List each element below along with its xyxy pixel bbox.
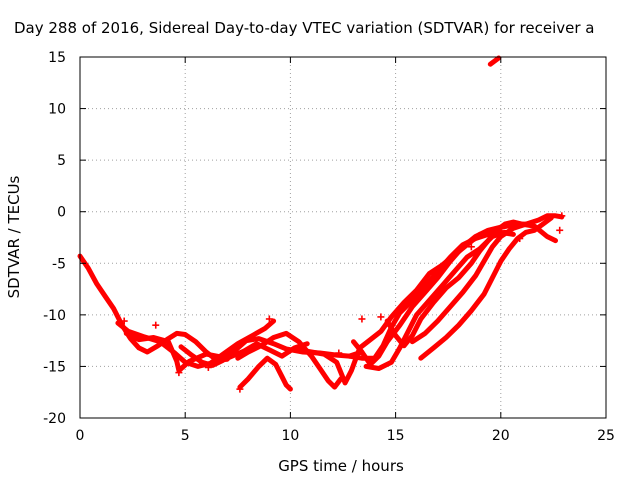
series-layer [77, 55, 565, 392]
x-tick-label: 20 [492, 428, 510, 444]
plus-marker [204, 363, 212, 371]
x-axis-label: GPS time / hours [278, 457, 404, 475]
plus-marker [152, 321, 160, 329]
plus-marker [120, 317, 128, 325]
plus-marker [377, 313, 385, 321]
x-tick-label: 0 [76, 428, 85, 444]
y-tick-label: 0 [57, 205, 66, 221]
plus-marker [467, 243, 475, 251]
y-tick-label: -15 [43, 359, 66, 375]
plus-marker [236, 385, 244, 393]
series-track-14 [487, 55, 502, 67]
plus-marker [516, 235, 524, 243]
x-tick-label: 10 [281, 428, 299, 444]
plus-marker [556, 226, 564, 234]
series-track-13 [418, 215, 554, 361]
y-tick-label: -20 [43, 411, 66, 427]
series-track-5 [237, 355, 293, 392]
y-tick-label: 10 [48, 102, 66, 118]
plus-marker [265, 315, 273, 323]
series-track-4 [178, 336, 365, 368]
plus-marker [335, 349, 343, 357]
y-tick-label: -5 [52, 256, 66, 272]
series-track-12 [409, 213, 565, 345]
grid [80, 57, 606, 418]
x-tick-label: 15 [387, 428, 405, 444]
x-tick-labels: 0 5 10 15 20 25 [76, 428, 615, 444]
plus-marker [175, 369, 183, 377]
x-tick-label: 25 [597, 428, 615, 444]
y-axis-label: SDTVAR / TECUs [5, 175, 23, 298]
y-tick-label: -10 [43, 308, 66, 324]
series-track-9 [351, 222, 516, 367]
plus-marker [358, 315, 366, 323]
series-track-3 [123, 330, 310, 374]
plot-frame [79, 56, 607, 419]
chart-title: Day 288 of 2016, Sidereal Day-to-day VTE… [14, 19, 595, 37]
series-track-1 [77, 253, 230, 363]
plus-marker [558, 212, 566, 220]
tick-marks [79, 56, 607, 419]
y-tick-label: 5 [57, 153, 66, 169]
y-tick-label: 15 [48, 50, 66, 66]
y-tick-labels: -20 -15 -10 -5 0 5 10 15 [43, 50, 66, 427]
marker-layer [120, 212, 566, 393]
series-track-6 [235, 330, 344, 390]
x-tick-label: 5 [181, 428, 190, 444]
